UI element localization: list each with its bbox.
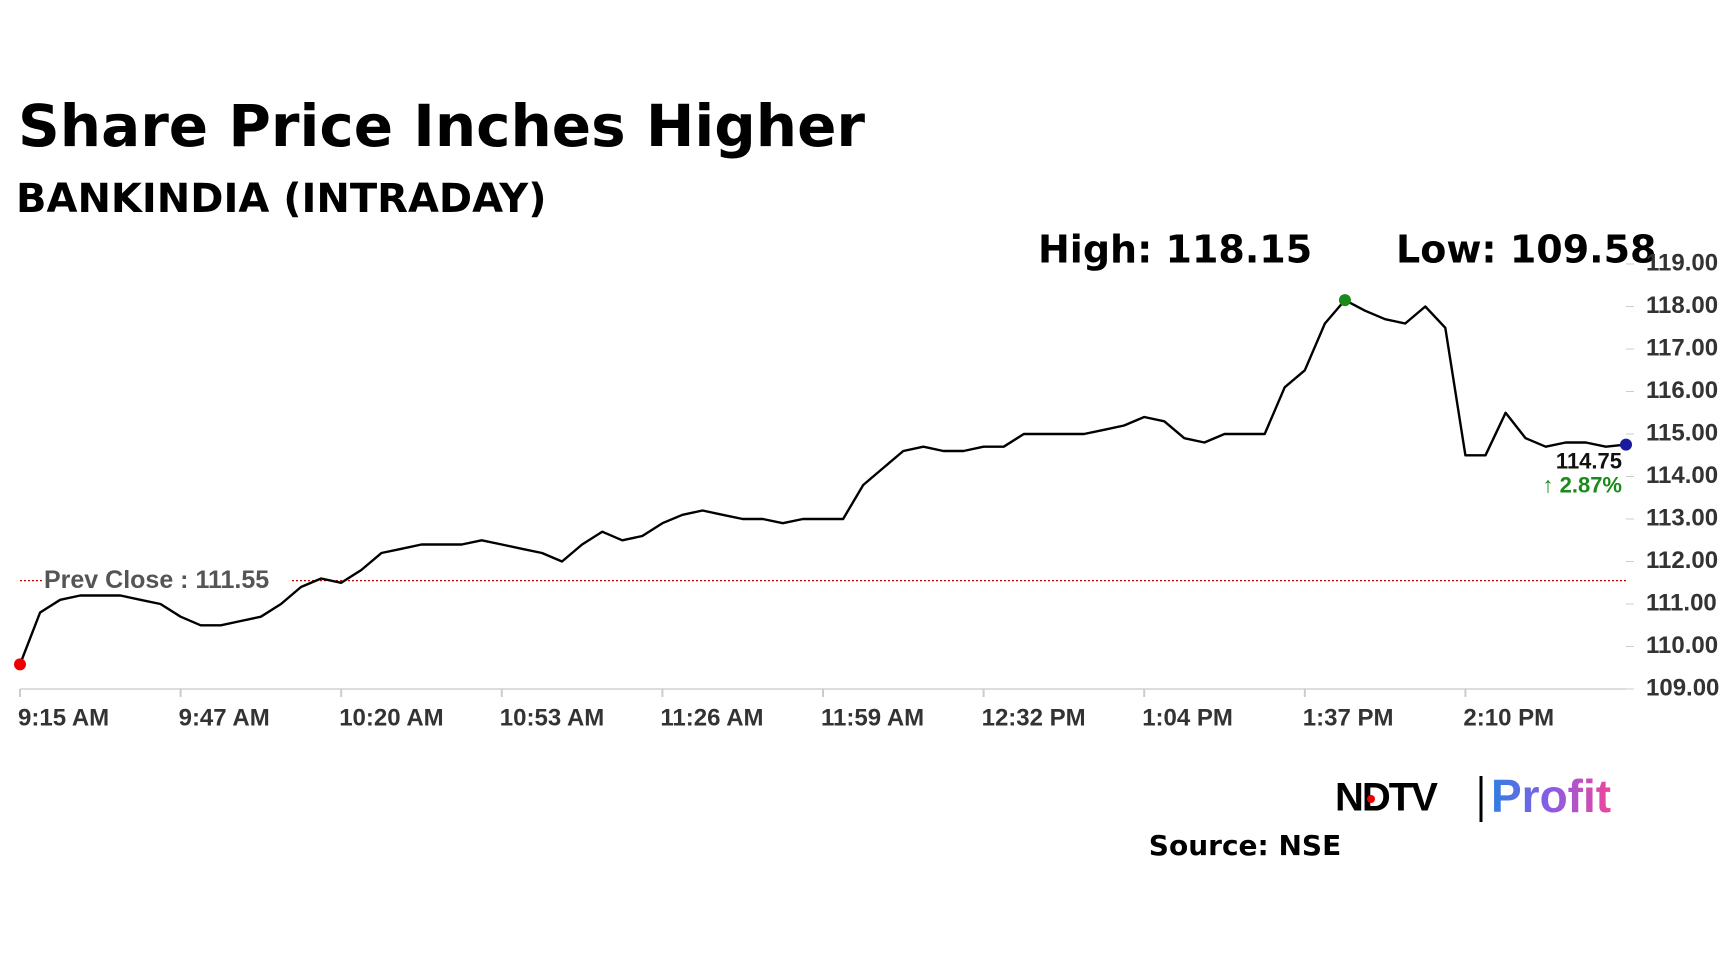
last-value-label: 114.75 [1556, 448, 1622, 473]
prev-close-label: Prev Close : 111.55 [44, 566, 269, 594]
x-tick-label: 9:15 AM [18, 704, 109, 731]
change-label: ↑ 2.87% [1543, 472, 1623, 497]
y-tick-label: 111.00 [1646, 589, 1717, 616]
y-tick-label: 110.00 [1646, 632, 1718, 659]
high-annotation: High: 118.15 [1038, 228, 1312, 272]
x-tick-label: 10:53 AM [500, 704, 604, 731]
y-tick-label: 117.00 [1646, 334, 1718, 361]
prev-close-bg [42, 564, 292, 595]
x-tick-label: 11:59 AM [821, 704, 924, 731]
chart-title: Share Price Inches Higher [18, 92, 865, 160]
price-line [18, 298, 1627, 665]
source: Source: NSE [1149, 829, 1341, 862]
x-tick-label: 10:20 AM [339, 704, 443, 731]
y-tick-label: 118.00 [1646, 292, 1718, 319]
x-tick-label: 11:26 AM [660, 704, 763, 731]
low-annotation: Low: 109.58 [1396, 228, 1657, 272]
high-marker [1338, 294, 1351, 307]
x-tick-label: 2:10 PM [1463, 704, 1554, 731]
y-tick-label: 119.00 [1646, 249, 1718, 276]
x-tick-label: 1:37 PM [1303, 704, 1394, 731]
x-tick-label: 9:47 AM [179, 704, 270, 731]
y-tick-label: 115.00 [1646, 419, 1718, 446]
y-tick-label: 116.00 [1646, 377, 1718, 404]
y-tick-label: 113.00 [1646, 504, 1718, 531]
x-tick-label: 12:32 PM [982, 704, 1086, 731]
y-tick-label: 112.00 [1646, 547, 1718, 574]
logo-ndtv: NDTV [1335, 776, 1438, 820]
y-tick-label: 114.00 [1646, 462, 1718, 489]
y-tick-label: 109.00 [1646, 674, 1719, 701]
last-marker [1620, 438, 1632, 451]
logo-profit: Profit [1491, 770, 1611, 822]
x-tick-label: 1:04 PM [1142, 704, 1233, 731]
low-marker [14, 658, 26, 671]
logo-dot [1367, 795, 1375, 803]
chart-subtitle: BANKINDIA (INTRADAY) [16, 176, 547, 222]
